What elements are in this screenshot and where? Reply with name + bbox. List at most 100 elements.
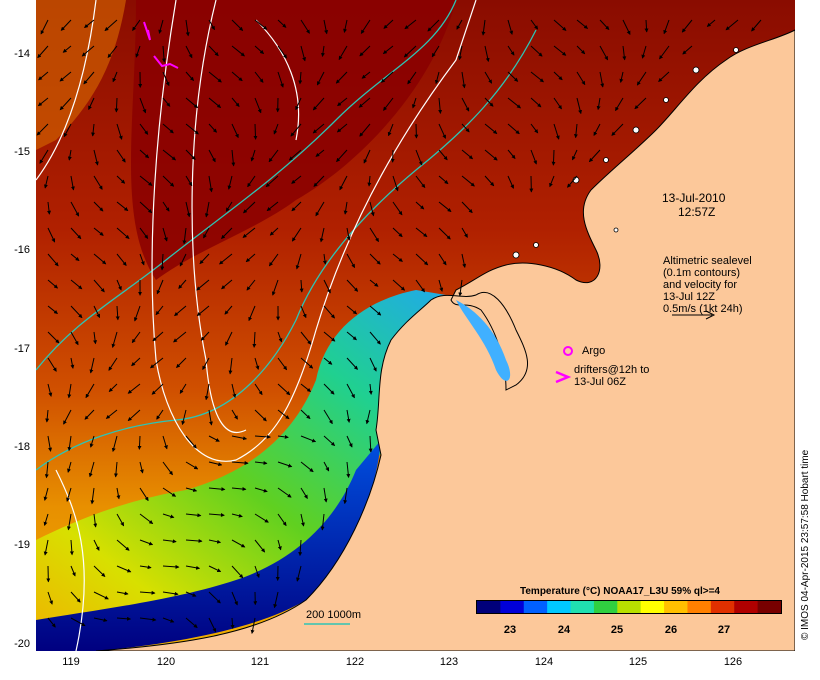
velocity-arrow — [162, 435, 168, 450]
velocity-arrow — [224, 305, 233, 315]
velocity-arrow — [588, 149, 601, 163]
velocity-arrow — [116, 227, 130, 239]
depth-legend-line — [304, 623, 350, 625]
velocity-arrow — [231, 123, 239, 139]
velocity-arrow — [438, 279, 444, 292]
velocity-arrow — [196, 279, 210, 291]
velocity-arrow — [323, 305, 335, 319]
velocity-arrow — [231, 149, 236, 167]
velocity-arrow — [415, 253, 429, 266]
velocity-arrow — [322, 253, 327, 265]
velocity-arrow — [269, 227, 279, 236]
velocity-arrow — [108, 383, 118, 392]
velocity-arrow — [343, 19, 348, 33]
velocity-arrow — [484, 45, 490, 63]
velocity-arrow — [266, 201, 279, 212]
velocity-arrow — [644, 19, 649, 33]
altimetry-line: 13-Jul 12Z — [663, 291, 715, 303]
velocity-arrow — [67, 383, 72, 399]
velocity-arrow — [231, 97, 240, 107]
colorbar-segment — [687, 601, 712, 613]
velocity-arrow — [231, 591, 238, 606]
velocity-arrow — [392, 175, 399, 192]
velocity-arrow — [298, 539, 303, 557]
velocity-arrow — [116, 565, 132, 573]
velocity-arrow — [599, 71, 605, 88]
velocity-arrow — [338, 45, 348, 61]
velocity-arrow — [111, 435, 118, 453]
velocity-arrow — [288, 149, 302, 161]
x-tick-label: 126 — [723, 656, 743, 668]
velocity-arrow — [139, 201, 153, 214]
velocity-arrow — [367, 175, 372, 187]
velocity-arrow — [208, 149, 216, 163]
velocity-arrow — [361, 71, 371, 79]
velocity-arrow — [162, 97, 171, 107]
velocity-arrow — [200, 331, 210, 341]
velocity-arrow — [93, 617, 108, 623]
velocity-arrow — [69, 539, 74, 556]
velocity-arrow — [461, 71, 466, 89]
colorbar-tick: 24 — [557, 624, 571, 636]
velocity-arrow — [89, 357, 95, 374]
velocity-arrow — [291, 227, 302, 242]
velocity-arrow — [104, 19, 118, 32]
velocity-arrow — [88, 461, 95, 478]
velocity-arrow — [47, 383, 53, 397]
velocity-arrow — [44, 461, 49, 479]
velocity-arrow — [298, 71, 303, 85]
velocity-arrow — [93, 201, 104, 212]
velocity-arrow — [300, 409, 311, 420]
velocity-arrow — [81, 45, 95, 57]
velocity-arrow — [254, 409, 267, 422]
velocity-arrow — [431, 45, 440, 58]
velocity-arrow — [185, 123, 199, 135]
velocity-arrow — [300, 19, 310, 34]
velocity-arrow — [67, 149, 72, 161]
velocity-arrow — [253, 123, 258, 140]
sst-map[interactable] — [36, 0, 795, 651]
velocity-arrow — [93, 253, 107, 265]
velocity-arrow — [231, 539, 246, 548]
velocity-arrow — [277, 487, 292, 498]
velocity-arrow — [139, 617, 157, 622]
gulf-shallow — [456, 300, 511, 381]
velocity-arrow — [116, 539, 130, 551]
velocity-arrow — [273, 591, 279, 609]
velocity-arrow — [320, 513, 325, 531]
velocity-arrow — [156, 409, 164, 420]
velocity-arrow — [111, 331, 118, 348]
velocity-arrow — [461, 201, 473, 214]
velocity-arrow — [37, 45, 49, 59]
velocity-arrow — [599, 45, 609, 61]
velocity-arrow — [59, 71, 72, 82]
velocity-arrow — [131, 357, 141, 367]
velocity-arrow — [346, 435, 353, 448]
velocity-arrow — [93, 331, 98, 345]
velocity-scale-arrow — [672, 310, 716, 320]
velocity-arrow — [127, 383, 141, 394]
velocity-arrow — [93, 539, 100, 551]
velocity-arrow — [254, 71, 264, 83]
velocity-arrow — [277, 19, 287, 28]
velocity-arrow — [150, 357, 164, 369]
velocity-arrow — [346, 227, 351, 241]
velocity-arrow — [139, 461, 144, 474]
velocity-arrow — [139, 539, 154, 546]
velocity-arrow — [107, 45, 118, 58]
x-tick-label: 121 — [250, 656, 270, 668]
bathymetry-1000m — [36, 0, 457, 371]
velocity-arrow — [576, 97, 583, 115]
map-panel[interactable] — [36, 0, 795, 651]
velocity-arrow — [116, 253, 127, 266]
velocity-arrow — [208, 617, 217, 633]
velocity-arrow — [139, 123, 149, 135]
velocity-arrow — [365, 409, 371, 425]
velocity-arrow — [139, 513, 154, 525]
velocity-arrow — [323, 357, 333, 365]
velocity-arrow — [208, 461, 223, 467]
velocity-arrow — [221, 227, 233, 239]
velocity-arrow — [196, 305, 210, 317]
velocity-arrow — [553, 19, 567, 31]
velocity-arrow — [70, 565, 76, 577]
